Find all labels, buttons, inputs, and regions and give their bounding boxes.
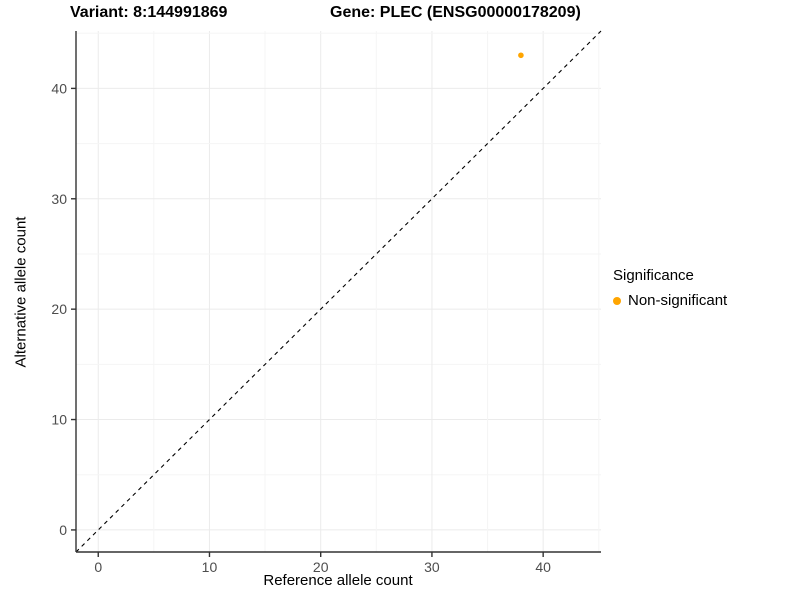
y-tick-label: 20 [51,301,67,317]
y-tick-label: 0 [59,522,67,538]
legend-item-non-significant: Non-significant [613,292,727,309]
data-point [518,52,524,59]
gene-title: Gene: PLEC (ENSG00000178209) [330,4,581,21]
x-axis-title: Reference allele count [263,572,413,589]
identity-line [75,30,602,553]
legend: Significance Non-significant [613,267,727,309]
x-tick-label: 20 [313,559,329,575]
y-tick-label: 30 [51,191,67,207]
variant-title: Variant: 8:144991869 [70,4,228,21]
legend-title: Significance [613,267,694,284]
x-tick-label: 0 [94,559,102,575]
x-tick-label: 10 [202,559,218,575]
y-axis-title: Alternative allele count [12,216,30,368]
y-tick-label: 10 [51,412,67,428]
y-tick-label: 40 [51,80,67,96]
legend-point-icon [613,296,621,305]
x-tick-label: 30 [424,559,440,575]
x-tick-label: 40 [535,559,551,575]
legend-item-label: Non-significant [628,292,728,309]
